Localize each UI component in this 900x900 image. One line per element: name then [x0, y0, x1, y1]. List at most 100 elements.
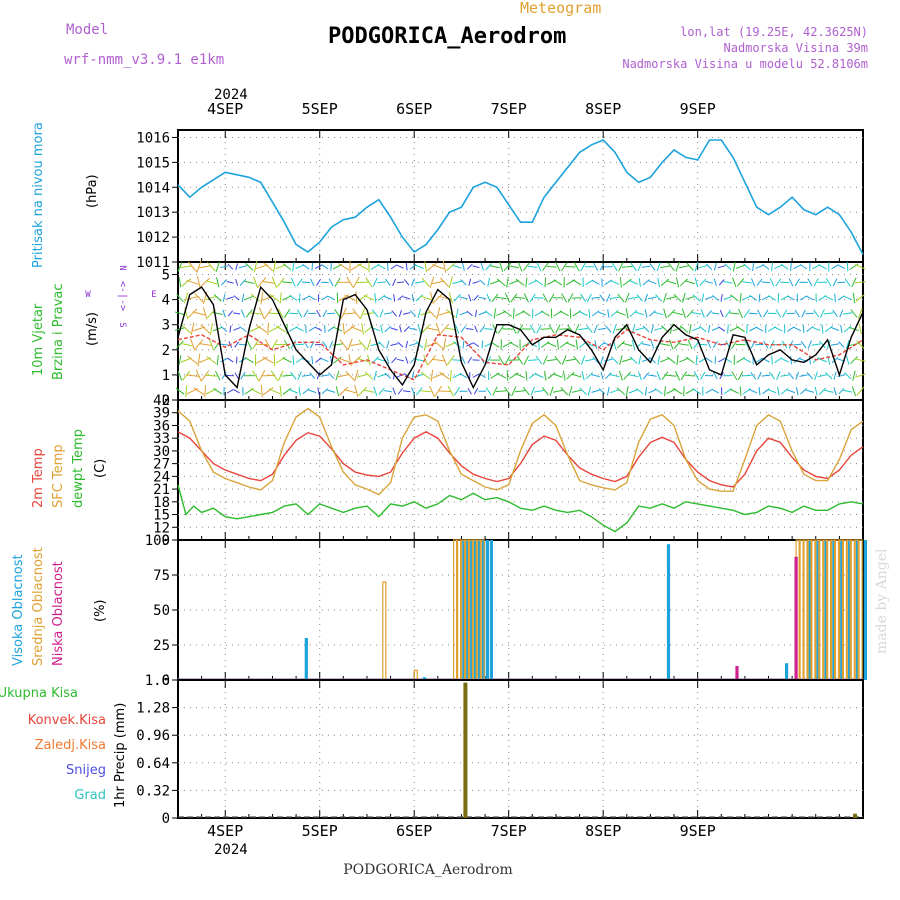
- wind-arrow: [729, 326, 739, 332]
- wind-arrow: [591, 297, 601, 299]
- wind-arrow: [641, 343, 651, 346]
- wind-arrow: [650, 340, 655, 349]
- wind-arrow: [724, 263, 732, 271]
- cloud-high-bar: [855, 540, 860, 680]
- wind-arrow: [365, 277, 373, 288]
- wind-arrow: [226, 281, 234, 284]
- wind-arrow: [737, 278, 745, 287]
- wind-arrow: [855, 263, 866, 270]
- wind-arrow: [431, 358, 445, 362]
- wind-direction-legend: N W E S <-|->: [85, 265, 156, 327]
- wind-arrow: [491, 293, 499, 303]
- wind-arrow: [460, 325, 467, 333]
- wind-arrow: [481, 340, 484, 349]
- wind-arrow: [742, 263, 751, 271]
- wind-arrow: [504, 386, 511, 396]
- wind-arrow: [329, 340, 334, 349]
- wind-arrow: [366, 339, 372, 350]
- wind-arrow: [352, 308, 361, 319]
- wind-arrow: [695, 355, 698, 365]
- y-tick-label: 50: [153, 603, 170, 619]
- wind-arrow: [480, 262, 484, 271]
- y-tick-label: 100: [145, 533, 170, 549]
- model-label: Model: [66, 22, 108, 38]
- wind-arrow: [807, 278, 813, 287]
- legend-snijeg: Snijeg: [66, 763, 106, 778]
- cloud-high-bar: [832, 540, 836, 680]
- wind-arrow: [409, 327, 418, 331]
- wind-arrow: [295, 343, 305, 346]
- wind-arrow: [544, 277, 547, 288]
- wind-arrow: [666, 356, 676, 364]
- wind-arrow: [679, 278, 688, 287]
- wind-arrow: [621, 265, 633, 268]
- wind-unit: (m/s): [85, 312, 100, 346]
- wind-arrow: [275, 325, 286, 333]
- wind-arrow: [705, 263, 713, 270]
- wind-arrow: [511, 386, 517, 397]
- y-tick-label: 21: [153, 482, 170, 498]
- wind-arrow: [385, 278, 391, 286]
- wind-arrow: [694, 277, 699, 288]
- wind-arrow: [414, 264, 424, 269]
- wind-arrow: [234, 372, 239, 379]
- wind-arrow: [768, 371, 776, 380]
- wind-arrow: [698, 325, 707, 333]
- wind-arrow: [805, 295, 814, 301]
- wind-arrow: [185, 385, 188, 398]
- wind-arrow: [181, 278, 192, 287]
- wind-arrow: [780, 263, 789, 270]
- wind-arrow: [817, 374, 828, 378]
- top-day-label: 5SEP: [302, 100, 338, 118]
- wind-arrow: [269, 293, 280, 302]
- wind-arrow: [377, 281, 386, 284]
- wind-arrow: [311, 356, 314, 365]
- wind-arrow: [622, 278, 632, 286]
- wind-arrow: [636, 294, 644, 302]
- wind-arrow: [609, 296, 620, 299]
- wind-arrow: [402, 312, 411, 315]
- wind-arrow: [235, 278, 239, 286]
- wind-arrow: [201, 370, 210, 381]
- wind-arrow: [553, 373, 563, 378]
- wind-arrow: [851, 386, 857, 397]
- y-tick-label: 30: [153, 444, 170, 460]
- wind-arrow: [742, 281, 752, 284]
- wind-arrow: [347, 338, 353, 351]
- wind-arrow: [404, 279, 410, 286]
- wind-arrow: [854, 281, 866, 284]
- wind-arrow: [644, 293, 648, 303]
- wind-arrow: [258, 369, 266, 382]
- wind-arrow: [372, 277, 378, 287]
- wind-arrow: [544, 370, 547, 381]
- wind-arrow: [420, 371, 431, 380]
- precip-bar: [463, 682, 468, 818]
- wind-arrow: [603, 358, 613, 362]
- wind-arrow: [817, 358, 827, 363]
- y-tick-label: 0: [162, 811, 170, 827]
- cloud-high-bar: [808, 540, 812, 680]
- wind-arrow: [282, 263, 292, 271]
- wind-arrow: [555, 262, 561, 272]
- wind-arrow: [588, 308, 591, 319]
- wind-arrow: [472, 265, 480, 269]
- wind-arrow: [270, 370, 279, 381]
- wind-arrow: [448, 276, 453, 289]
- wind-arrow: [288, 389, 298, 394]
- wind-arrow: [187, 308, 198, 319]
- precip-legend: Ukupna Kisa Konvek.Kisa Zaledj.Kisa Snij…: [0, 686, 106, 803]
- cloud-high-bar: [666, 544, 671, 680]
- wind-arrow: [724, 309, 732, 318]
- wind-arrow: [607, 309, 610, 318]
- wind-arrow: [260, 384, 263, 398]
- wind-arrow: [430, 369, 434, 382]
- wind-arrow: [833, 371, 837, 380]
- wind-arrow: [559, 328, 570, 330]
- wind-arrow: [594, 340, 597, 349]
- wind-arrow: [390, 327, 398, 331]
- wind-arrow: [328, 372, 335, 380]
- wind-arrow: [235, 263, 238, 271]
- wind-arrow: [598, 341, 606, 348]
- wind-arrow: [737, 371, 744, 381]
- wind-arrow: [308, 389, 317, 394]
